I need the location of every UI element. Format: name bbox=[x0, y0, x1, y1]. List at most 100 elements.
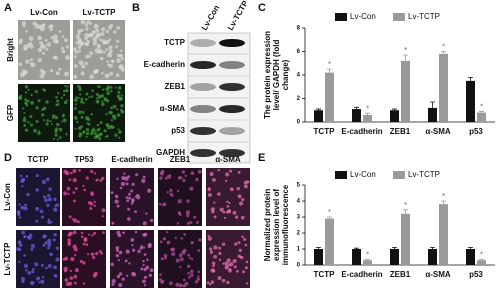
bar bbox=[363, 114, 372, 122]
cell bbox=[241, 197, 245, 202]
cell bbox=[169, 188, 173, 193]
micrograph bbox=[62, 168, 106, 226]
cell bbox=[97, 85, 100, 88]
cell bbox=[69, 276, 74, 280]
legend-label: Lv-TCTP bbox=[408, 12, 440, 21]
cell bbox=[101, 39, 106, 44]
cell bbox=[51, 117, 54, 120]
error-bar bbox=[327, 216, 332, 219]
bar bbox=[466, 80, 475, 122]
cell bbox=[67, 238, 72, 243]
column-label: α-SMA bbox=[215, 155, 241, 164]
cell bbox=[96, 123, 100, 127]
cell bbox=[186, 264, 191, 268]
cell bbox=[52, 137, 55, 140]
cell bbox=[47, 246, 50, 250]
blot-label: ZEB1 bbox=[165, 82, 186, 91]
column-label: ZEB1 bbox=[170, 155, 191, 164]
cell bbox=[78, 169, 81, 172]
cell bbox=[42, 234, 47, 238]
cell bbox=[142, 259, 145, 263]
cell bbox=[54, 115, 59, 120]
error-bar bbox=[354, 247, 359, 249]
cell bbox=[119, 186, 123, 190]
cell bbox=[20, 205, 25, 210]
x-tick-label: ZEB1 bbox=[390, 270, 411, 279]
blot-band bbox=[190, 149, 216, 157]
legend-swatch bbox=[335, 171, 347, 179]
cell bbox=[17, 240, 22, 245]
cell bbox=[177, 199, 182, 204]
cell bbox=[143, 275, 148, 279]
cell bbox=[171, 252, 176, 257]
cell bbox=[105, 124, 108, 127]
cell bbox=[85, 92, 89, 96]
cell bbox=[74, 281, 77, 285]
cell bbox=[166, 191, 169, 194]
cell bbox=[197, 249, 201, 252]
cell bbox=[80, 231, 84, 235]
cell bbox=[244, 243, 248, 247]
error-bar bbox=[392, 108, 397, 111]
cell bbox=[100, 27, 106, 32]
cell bbox=[95, 69, 99, 72]
cell bbox=[90, 191, 94, 195]
cell bbox=[50, 123, 53, 126]
significance-mark: * bbox=[328, 208, 331, 217]
x-tick-label: α-SMA bbox=[425, 270, 451, 279]
cell bbox=[226, 200, 229, 203]
blot-band bbox=[190, 61, 216, 69]
bar bbox=[477, 112, 486, 122]
cell bbox=[120, 104, 124, 108]
cell bbox=[176, 189, 180, 192]
cell bbox=[66, 99, 69, 102]
cell bbox=[45, 266, 48, 270]
cell bbox=[73, 74, 78, 79]
cell bbox=[207, 234, 210, 238]
cell bbox=[159, 171, 164, 176]
cell bbox=[121, 109, 124, 112]
cell bbox=[58, 127, 63, 132]
significance-mark: * bbox=[366, 104, 369, 113]
cell bbox=[23, 254, 26, 257]
cell bbox=[41, 179, 47, 185]
cell bbox=[121, 277, 125, 281]
cell bbox=[26, 99, 30, 103]
cell bbox=[184, 281, 189, 286]
cell bbox=[108, 38, 112, 42]
blot-band bbox=[219, 127, 245, 135]
cell bbox=[159, 273, 162, 276]
cell bbox=[95, 28, 100, 33]
cell bbox=[245, 282, 249, 285]
cell bbox=[245, 260, 249, 264]
cell bbox=[35, 174, 39, 178]
panel-label: B bbox=[132, 2, 140, 14]
cell bbox=[240, 215, 245, 220]
panel-label: D bbox=[4, 152, 12, 164]
cell bbox=[106, 91, 110, 95]
x-tick-label: p53 bbox=[469, 127, 483, 136]
cell bbox=[164, 176, 168, 180]
blot-band bbox=[219, 39, 245, 47]
error-bar bbox=[403, 209, 408, 214]
cell bbox=[21, 21, 26, 26]
cell bbox=[74, 98, 78, 102]
cell bbox=[42, 195, 47, 199]
cells bbox=[62, 230, 105, 286]
cell bbox=[83, 188, 87, 192]
cell bbox=[42, 119, 46, 122]
cell bbox=[80, 28, 84, 32]
cell bbox=[197, 270, 201, 274]
cell bbox=[45, 122, 49, 126]
cell bbox=[74, 50, 79, 54]
cell bbox=[48, 24, 52, 29]
y-tick-label: 0 bbox=[297, 263, 301, 269]
cell bbox=[99, 132, 103, 136]
bar bbox=[390, 110, 399, 122]
cell bbox=[42, 243, 46, 247]
row-label: Lv-Con bbox=[3, 183, 12, 211]
error-bar bbox=[468, 247, 473, 249]
cell bbox=[189, 186, 194, 191]
cell bbox=[131, 182, 135, 186]
cell bbox=[110, 106, 114, 110]
